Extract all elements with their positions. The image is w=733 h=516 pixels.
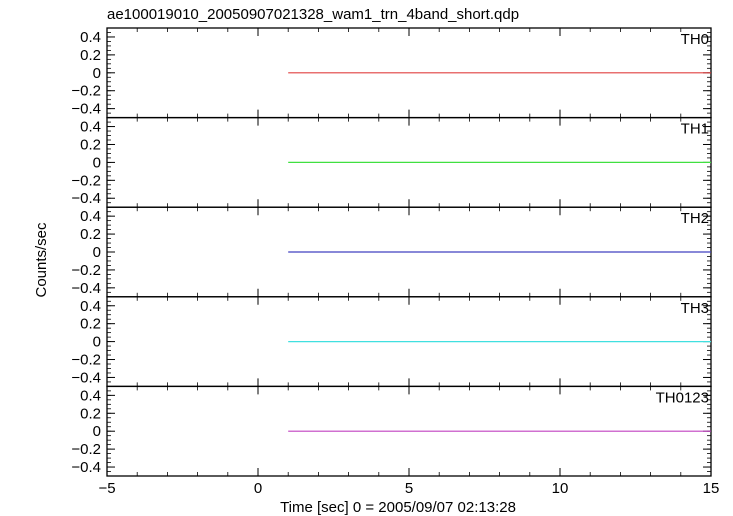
x-tick-label: 10 [552, 480, 569, 497]
y-tick-label: 0 [93, 423, 101, 440]
panel-th3: 0.40.20−0.2−0.4 TH3 [71, 296, 712, 388]
y-tick-label: −0.4 [71, 459, 101, 476]
x-axis-label: Time [sec] 0 = 2005/09/07 02:13:28 [280, 499, 516, 516]
panel-label-th0: TH0 [681, 31, 709, 48]
y-tick-label: 0.4 [80, 29, 101, 46]
y-tick-label: 0 [93, 65, 101, 82]
y-tick-label: 0.4 [80, 208, 101, 225]
y-tick-label: 0.4 [80, 387, 101, 404]
y-tick-label: −0.2 [71, 441, 101, 458]
chart-title: ae100019010_20050907021328_wam1_trn_4ban… [107, 6, 519, 23]
x-tick-label: 0 [254, 480, 262, 497]
y-tick-label: 0 [93, 154, 101, 171]
panel-th0: 0.40.20−0.2−0.4 TH0 [71, 27, 712, 119]
x-tick-label: 5 [405, 480, 413, 497]
y-tick-label: −0.4 [71, 369, 101, 386]
y-tick-label: 0 [93, 244, 101, 261]
x-tick-label: 15 [703, 480, 720, 497]
y-tick-label: 0.4 [80, 298, 101, 315]
y-tick-label: −0.2 [71, 172, 101, 189]
y-tick-label: −0.4 [71, 280, 101, 297]
y-tick-label: 0 [93, 334, 101, 351]
panel-label-th2: TH2 [681, 210, 709, 227]
y-tick-label: −0.4 [71, 101, 101, 118]
x-tick-label: −5 [98, 480, 115, 497]
y-axis-label: Counts/sec [33, 222, 50, 298]
y-tick-label: 0.2 [80, 405, 101, 422]
panel-label-th0123: TH0123 [656, 389, 709, 406]
y-tick-label: −0.4 [71, 190, 101, 207]
panel-th1: 0.40.20−0.2−0.4 TH1 [71, 116, 712, 208]
y-tick-label: −0.2 [71, 262, 101, 279]
panel-label-th1: TH1 [681, 121, 709, 138]
y-tick-label: −0.2 [71, 352, 101, 369]
y-tick-label: −0.2 [71, 83, 101, 100]
panel-th2: 0.40.20−0.2−0.4 TH2 [71, 206, 712, 298]
y-tick-label: 0.2 [80, 47, 101, 64]
y-tick-label: 0.2 [80, 316, 101, 333]
y-tick-label: 0.4 [80, 119, 101, 136]
panel-label-th3: TH3 [681, 300, 709, 317]
y-tick-label: 0.2 [80, 226, 101, 243]
y-tick-label: 0.2 [80, 136, 101, 153]
panels: 0.40.20−0.2−0.4TH00.40.20−0.2−0.4TH10.40… [71, 27, 720, 497]
